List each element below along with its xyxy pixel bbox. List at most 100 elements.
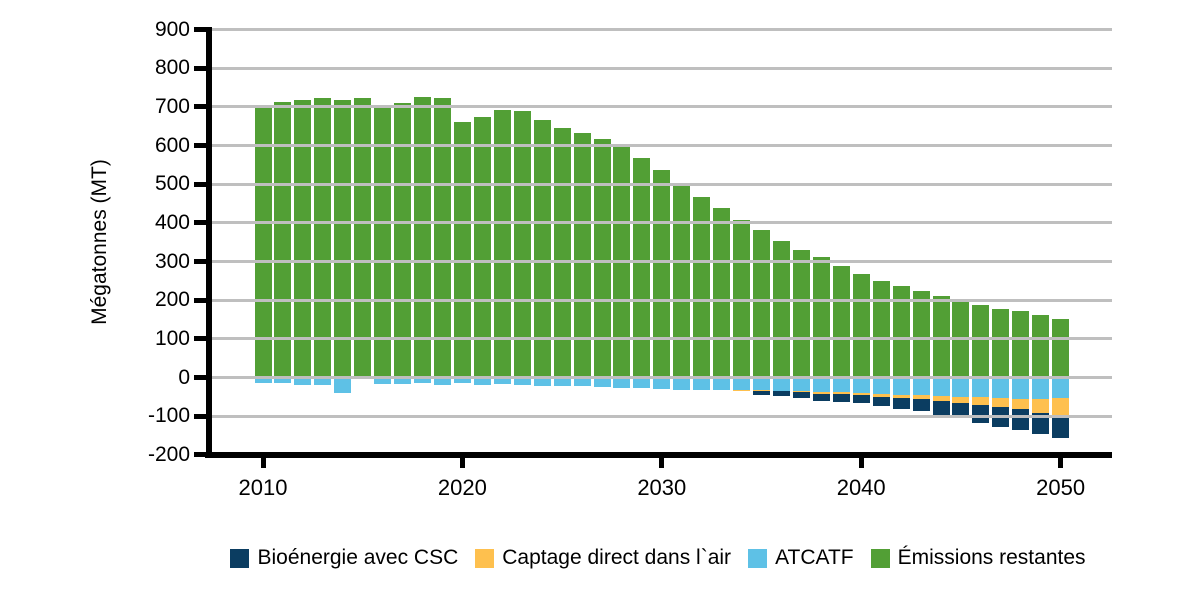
y-tick-label-600: 600 xyxy=(154,133,190,157)
bar-2044-atcatf xyxy=(932,377,950,396)
bar-2014-emissions-restantes xyxy=(334,99,352,378)
bar-2049-emissions-restantes xyxy=(1032,314,1050,378)
bar-2015-emissions-restantes xyxy=(354,97,372,378)
bar-2050-atcatf xyxy=(1052,377,1070,398)
bar-2033-atcatf xyxy=(713,377,731,390)
bar-2012-atcatf xyxy=(294,377,312,385)
bar-2049-bioenergie-csc xyxy=(1032,413,1050,434)
bar-2037-bioenergie-csc xyxy=(792,391,810,398)
bar-2050-bioenergie-csc xyxy=(1052,416,1070,439)
bar-2027-emissions-restantes xyxy=(593,139,611,378)
gridline-600 xyxy=(212,144,1112,147)
bar-2047-captage-direct xyxy=(992,398,1010,407)
gridline-500 xyxy=(212,182,1112,186)
legend-label-bioenergie-csc: Bioénergie avec CSC xyxy=(257,546,459,569)
bar-2034-atcatf xyxy=(733,377,751,390)
y-tick-600 xyxy=(194,143,206,148)
bar-2036-captage-direct xyxy=(772,390,790,392)
bar-2010-atcatf xyxy=(254,377,272,384)
x-tick-2010 xyxy=(260,458,266,468)
y-tick-label-800: 800 xyxy=(154,56,190,80)
bar-2048-atcatf xyxy=(1012,377,1030,399)
bar-2029-atcatf xyxy=(633,377,651,388)
bar-2043-bioenergie-csc xyxy=(912,399,930,412)
bar-2031-atcatf xyxy=(673,377,691,390)
bar-2044-captage-direct xyxy=(932,395,950,401)
bar-2046-emissions-restantes xyxy=(972,304,990,378)
bar-2036-atcatf xyxy=(772,377,790,391)
bar-2017-atcatf xyxy=(394,377,412,385)
bar-2016-atcatf xyxy=(374,377,392,385)
y-tick-label-700: 700 xyxy=(154,94,190,118)
bar-2048-emissions-restantes xyxy=(1012,311,1030,378)
bar-2041-bioenergie-csc xyxy=(872,396,890,406)
bar-2045-captage-direct xyxy=(952,396,970,404)
x-tick-label-2030: 2030 xyxy=(637,475,687,500)
bar-2021-atcatf xyxy=(473,377,491,385)
bar-2035-captage-direct xyxy=(753,389,770,391)
bar-2039-bioenergie-csc xyxy=(832,394,850,402)
bar-2026-atcatf xyxy=(573,377,591,386)
x-tick-2030 xyxy=(659,458,665,468)
bar-2039-captage-direct xyxy=(832,392,850,395)
bar-2018-atcatf xyxy=(414,377,431,384)
y-tick-300 xyxy=(194,259,206,264)
bar-2050-emissions-restantes xyxy=(1052,318,1070,378)
y-tick-label-500: 500 xyxy=(154,172,190,196)
x-tick-label-2040: 2040 xyxy=(836,475,886,500)
legend-label-captage-direct: Captage direct dans l`air xyxy=(502,546,732,569)
x-tick-2040 xyxy=(858,458,864,468)
bar-2048-captage-direct xyxy=(1012,398,1030,409)
gridline-800 xyxy=(212,66,1112,70)
legend-item-captage-direct: Captage direct dans l`air xyxy=(475,546,731,570)
bar-2049-atcatf xyxy=(1032,377,1050,399)
bar-2028-atcatf xyxy=(613,377,631,388)
bar-2035-bioenergie-csc xyxy=(753,390,770,395)
bar-2038-bioenergie-csc xyxy=(812,393,830,401)
bar-2037-captage-direct xyxy=(792,390,810,392)
bar-2031-emissions-restantes xyxy=(673,183,691,378)
bar-2014-atcatf xyxy=(334,377,352,394)
bar-2040-bioenergie-csc xyxy=(852,394,870,404)
y-tick-0 xyxy=(194,375,206,380)
bar-2037-emissions-restantes xyxy=(792,249,810,378)
bar-2039-emissions-restantes xyxy=(832,265,850,378)
x-tick-label-2010: 2010 xyxy=(238,475,288,500)
bar-2011-atcatf xyxy=(274,377,292,383)
legend-swatch-bioenergie-csc xyxy=(230,548,250,568)
bar-2044-emissions-restantes xyxy=(932,295,950,378)
bar-2038-captage-direct xyxy=(812,391,830,394)
bar-2037-atcatf xyxy=(792,377,810,391)
bar-2035-atcatf xyxy=(753,377,770,390)
gridline-400 xyxy=(212,221,1112,225)
bar-2034-captage-direct xyxy=(733,389,751,392)
bar-2022-atcatf xyxy=(493,377,511,385)
bar-2042-captage-direct xyxy=(892,394,910,398)
bar-2013-emissions-restantes xyxy=(314,97,332,378)
x-tick-label-2020: 2020 xyxy=(437,475,487,500)
bar-2033-emissions-restantes xyxy=(713,207,731,378)
bar-2036-bioenergie-csc xyxy=(772,391,790,397)
x-tick-2050 xyxy=(1058,458,1064,468)
bar-2023-atcatf xyxy=(513,377,531,386)
bar-2041-atcatf xyxy=(872,377,890,394)
x-tick-label-2050: 2050 xyxy=(1036,475,1086,500)
y-tick-label--200: -200 xyxy=(147,442,190,466)
bar-2042-bioenergie-csc xyxy=(892,398,910,410)
legend-item-emissions-restantes: Émissions restantes xyxy=(870,546,1086,570)
bar-2049-captage-direct xyxy=(1032,398,1050,413)
bar-2013-atcatf xyxy=(314,377,332,385)
bar-2046-captage-direct xyxy=(972,397,990,405)
bar-2044-bioenergie-csc xyxy=(932,400,950,415)
bar-2025-atcatf xyxy=(553,377,571,386)
bar-2042-atcatf xyxy=(892,377,910,395)
bar-2011-emissions-restantes xyxy=(274,102,292,378)
y-tick--100 xyxy=(194,413,206,419)
bar-2043-emissions-restantes xyxy=(912,290,930,378)
gridline-200 xyxy=(212,298,1112,302)
bar-2041-emissions-restantes xyxy=(872,280,890,378)
y-tick-label-0: 0 xyxy=(178,365,190,389)
